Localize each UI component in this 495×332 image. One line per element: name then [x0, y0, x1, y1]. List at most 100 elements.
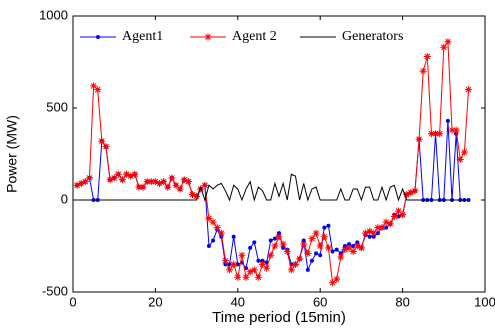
x-axis-label: Time period (15min) — [212, 309, 346, 326]
point-marker — [291, 260, 299, 268]
x-tick-label: 100 — [474, 294, 495, 309]
point-marker — [123, 170, 131, 178]
point-marker — [355, 240, 360, 245]
point-marker — [143, 178, 151, 186]
point-marker — [180, 176, 188, 184]
point-marker — [263, 264, 271, 272]
point-marker — [305, 267, 310, 272]
point-marker — [312, 229, 320, 237]
legend-label: Agent1 — [122, 29, 163, 44]
point-marker — [110, 174, 118, 182]
point-marker — [221, 257, 229, 265]
point-marker — [374, 224, 382, 232]
point-marker — [246, 268, 254, 276]
point-marker — [386, 220, 394, 228]
point-marker — [226, 266, 234, 274]
point-marker — [366, 227, 374, 235]
point-marker — [371, 234, 376, 239]
point-marker — [277, 231, 281, 236]
point-marker — [432, 130, 440, 138]
point-marker — [176, 185, 184, 193]
plot-frame — [72, 15, 486, 293]
point-marker — [131, 170, 139, 178]
legend-marker — [204, 33, 212, 41]
point-marker — [197, 185, 205, 193]
point-marker — [396, 214, 401, 219]
point-marker — [127, 172, 135, 180]
point-marker — [206, 244, 211, 248]
point-marker — [415, 135, 423, 143]
point-marker — [73, 181, 81, 189]
point-marker — [403, 190, 411, 198]
point-marker — [436, 130, 444, 138]
point-marker — [254, 273, 262, 281]
point-marker — [94, 86, 102, 94]
point-marker — [411, 187, 419, 195]
point-marker — [333, 275, 341, 283]
x-tick-label: 0 — [69, 294, 76, 309]
point-marker — [279, 240, 287, 248]
y-axis-label: Power (MW) — [4, 115, 20, 193]
point-marker — [201, 181, 209, 189]
point-marker — [394, 207, 402, 215]
point-marker — [227, 262, 232, 267]
point-marker — [309, 258, 314, 263]
point-marker — [275, 233, 283, 241]
point-marker — [444, 38, 452, 46]
point-marker — [193, 192, 201, 200]
point-marker — [172, 181, 180, 189]
point-marker — [465, 86, 473, 94]
point-marker — [234, 273, 242, 281]
point-marker — [419, 67, 427, 75]
point-marker — [341, 246, 349, 254]
point-marker — [300, 240, 308, 248]
legend-label: Generators — [342, 29, 403, 44]
point-marker — [156, 179, 164, 187]
point-marker — [407, 189, 415, 197]
x-tick-label: 60 — [313, 294, 327, 309]
point-marker — [250, 266, 258, 274]
point-marker — [351, 244, 356, 248]
point-marker — [445, 118, 450, 123]
point-marker — [168, 174, 176, 182]
point-marker — [230, 260, 238, 268]
point-marker — [320, 233, 328, 241]
point-marker — [160, 178, 168, 186]
point-marker — [378, 224, 386, 232]
point-marker — [367, 234, 372, 239]
x-tick-label: 40 — [231, 294, 245, 309]
x-tick-label: 20 — [148, 294, 162, 309]
point-marker — [217, 229, 225, 237]
point-marker — [188, 190, 196, 198]
series-line — [77, 173, 469, 202]
y-tick-label: 1000 — [39, 7, 68, 22]
point-marker — [184, 178, 192, 186]
point-marker — [118, 176, 126, 184]
point-marker — [268, 238, 273, 243]
y-tick-label: -500 — [42, 283, 68, 298]
point-marker — [427, 130, 435, 138]
point-marker — [301, 238, 306, 243]
point-marker — [296, 255, 304, 263]
point-marker — [357, 244, 365, 252]
point-marker — [423, 52, 431, 60]
legend-marker — [96, 35, 100, 39]
point-marker — [256, 258, 261, 263]
point-marker — [347, 242, 352, 247]
point-marker — [231, 234, 236, 239]
point-marker — [267, 251, 275, 259]
point-marker — [164, 183, 172, 191]
point-marker — [314, 251, 319, 256]
point-marker — [342, 244, 347, 248]
point-marker — [326, 223, 331, 228]
series-line — [76, 40, 470, 284]
point-marker — [324, 244, 332, 252]
y-tick-label: 0 — [61, 191, 68, 206]
point-marker — [399, 211, 407, 219]
point-marker — [283, 248, 291, 256]
point-marker — [308, 235, 316, 243]
point-marker — [456, 156, 464, 164]
point-marker — [337, 253, 345, 261]
point-marker — [316, 242, 324, 250]
